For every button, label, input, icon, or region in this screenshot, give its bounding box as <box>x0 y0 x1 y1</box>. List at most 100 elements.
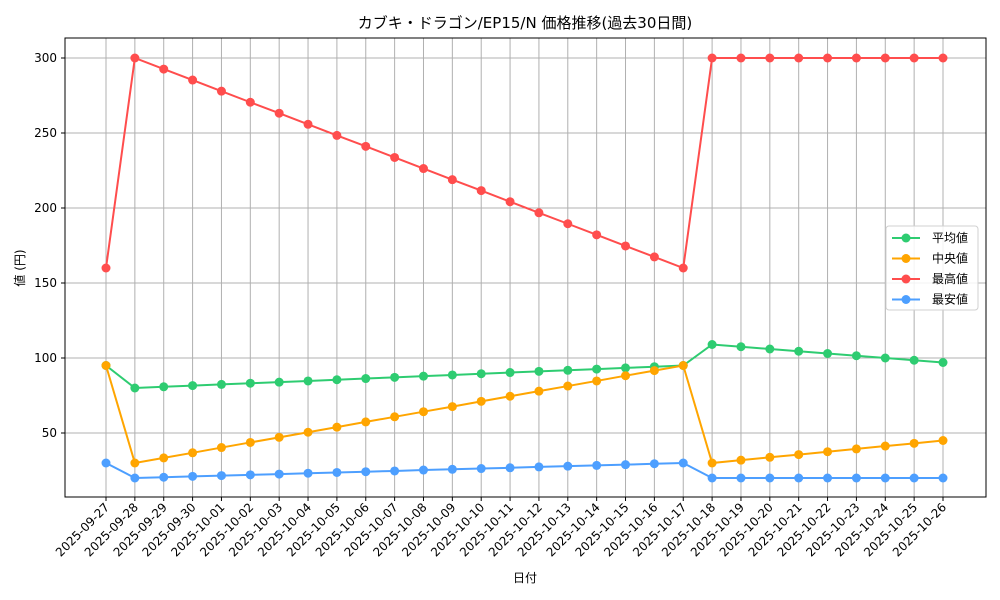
y-tick-label: 200 <box>34 201 57 215</box>
data-point <box>707 340 717 349</box>
series-lines <box>101 53 948 483</box>
y-tick-label: 150 <box>34 276 57 290</box>
data-point <box>736 473 746 483</box>
data-point <box>649 252 659 262</box>
data-point <box>216 379 226 389</box>
legend-label: 最安値 <box>932 292 968 307</box>
data-point <box>332 467 342 477</box>
data-point <box>447 175 457 185</box>
y-axis-label: 値 (円) <box>12 249 27 286</box>
data-point <box>678 361 688 370</box>
data-point <box>707 473 717 483</box>
data-point <box>390 466 400 476</box>
data-point <box>130 473 140 483</box>
data-point <box>390 372 400 382</box>
data-point <box>130 53 140 63</box>
data-point <box>909 53 919 63</box>
data-point <box>505 463 515 473</box>
data-point <box>361 374 371 384</box>
data-point <box>621 460 631 470</box>
x-axis-label: 日付 <box>513 571 537 585</box>
series-line <box>105 364 944 465</box>
data-point <box>274 469 284 479</box>
data-point <box>447 370 457 380</box>
data-point <box>216 471 226 481</box>
data-point <box>476 186 486 196</box>
data-point <box>101 361 111 370</box>
data-point <box>909 473 919 483</box>
data-point <box>880 473 890 483</box>
data-point <box>678 458 688 468</box>
legend-marker <box>901 274 911 284</box>
data-point <box>736 455 746 465</box>
data-point <box>765 344 775 354</box>
data-point <box>592 230 602 240</box>
data-point <box>534 366 544 376</box>
data-point <box>765 473 775 483</box>
chart-title: カブキ・ドラゴン/EP15/N 価格推移(過去30日間) <box>358 14 693 32</box>
data-point <box>418 371 428 381</box>
data-point <box>476 369 486 379</box>
y-tick-label: 300 <box>34 51 57 65</box>
y-tick-label: 100 <box>34 351 57 365</box>
data-point <box>765 53 775 63</box>
data-point <box>851 53 861 63</box>
data-point <box>621 371 631 381</box>
data-point <box>707 53 717 63</box>
data-point <box>851 444 861 454</box>
data-point <box>130 458 140 468</box>
data-point <box>909 355 919 365</box>
data-point <box>274 432 284 442</box>
data-point <box>332 422 342 432</box>
grid-lines <box>65 38 986 497</box>
data-point <box>534 208 544 218</box>
data-point <box>101 263 111 273</box>
data-point <box>418 407 428 417</box>
data-point <box>563 461 573 471</box>
legend-label: 最高値 <box>932 271 968 286</box>
data-point <box>332 375 342 385</box>
data-point <box>621 241 631 251</box>
data-point <box>130 383 140 393</box>
data-point <box>361 141 371 151</box>
data-point <box>245 378 255 388</box>
data-point <box>938 358 948 367</box>
data-point <box>245 470 255 480</box>
data-point <box>303 468 313 478</box>
data-point <box>563 365 573 375</box>
data-point <box>649 366 659 376</box>
y-tick-label: 50 <box>42 426 57 440</box>
legend-marker <box>901 233 911 243</box>
data-point <box>794 53 804 63</box>
data-point <box>476 396 486 406</box>
data-point <box>390 152 400 162</box>
data-point <box>794 346 804 356</box>
data-point <box>159 453 169 463</box>
data-point <box>505 197 515 207</box>
data-point <box>188 448 198 458</box>
data-point <box>563 381 573 391</box>
plot-frame <box>64 37 987 498</box>
data-point <box>505 368 515 378</box>
data-point <box>303 119 313 129</box>
data-point <box>303 376 313 386</box>
data-point <box>851 473 861 483</box>
data-point <box>332 130 342 140</box>
data-point <box>823 53 833 63</box>
data-point <box>880 53 890 63</box>
y-axis-ticks: 50 100 150 200 250 300 <box>34 51 65 440</box>
data-point <box>505 391 515 401</box>
data-point <box>216 86 226 96</box>
data-point <box>159 64 169 74</box>
data-point <box>274 377 284 387</box>
data-point <box>245 97 255 107</box>
data-point <box>938 436 948 445</box>
data-point <box>823 349 833 358</box>
series-line <box>105 343 944 390</box>
data-point <box>592 364 602 374</box>
data-point <box>245 437 255 447</box>
data-point <box>188 75 198 85</box>
data-point <box>274 108 284 118</box>
data-point <box>794 450 804 460</box>
data-point <box>447 464 457 474</box>
